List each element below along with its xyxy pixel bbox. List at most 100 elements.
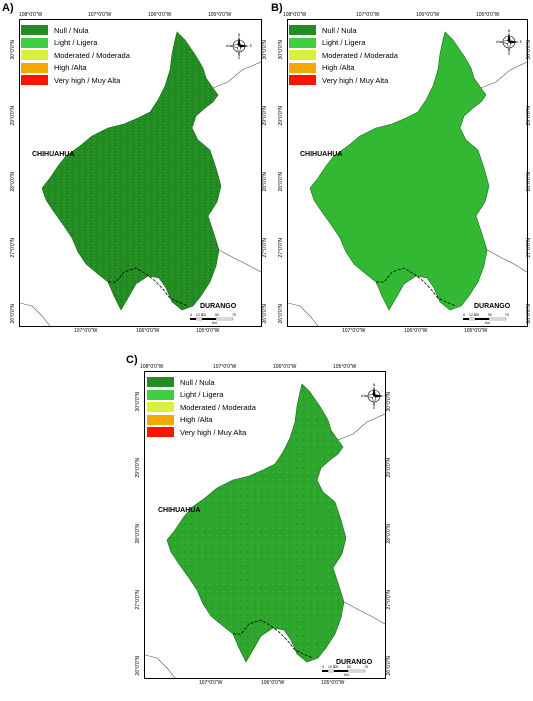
legend-swatch [289, 25, 316, 36]
lat-tick: 27°0'0"N [386, 590, 392, 610]
legend-swatch [21, 75, 48, 86]
state-border [233, 619, 314, 659]
scale-bar: 0 12.5 25 50 75 Km [463, 313, 509, 325]
legend-label: Light / Ligera [54, 38, 98, 48]
scale-tick: 12.5 [469, 313, 476, 317]
lat-tick: 26°0'0"N [278, 304, 284, 324]
lat-tick: 26°0'0"N [526, 304, 532, 324]
legend-label: Very high / Muy Alta [180, 427, 247, 437]
legend-item: Moderated / Moderada [289, 49, 398, 62]
legend-swatch [289, 75, 316, 86]
legend-swatch [289, 37, 316, 48]
legend-label: Null / Nula [54, 25, 89, 35]
compass-rose-icon: N S W E [496, 29, 522, 55]
legend-swatch [147, 402, 174, 413]
top-tick: 105°0'0"W [208, 12, 232, 18]
lat-tick: 26°0'0"N [262, 304, 268, 324]
compass-rose-icon: N S W E [361, 383, 387, 409]
lat-tick: 28°0'0"N [386, 524, 392, 544]
compass-n: N [508, 29, 511, 33]
legend-item: Null / Nula [21, 24, 130, 37]
state-border [376, 267, 457, 307]
lat-tick: 30°0'0"N [278, 40, 284, 60]
top-tick: 108°0'0"W [140, 364, 164, 370]
outer-line [486, 249, 527, 273]
top-tick: 108°0'0"W [283, 12, 307, 18]
legend-swatch [147, 389, 174, 400]
scale-tick: 0 [322, 665, 324, 669]
legend-b: Null / Nula Light / Ligera Moderated / M… [289, 24, 398, 87]
compass-rose-icon: N S W E [226, 33, 252, 59]
lat-tick: 29°0'0"N [526, 106, 532, 126]
legend-item: Light / Ligera [147, 389, 256, 402]
top-tick: 108°0'0"W [19, 12, 43, 18]
legend-swatch [147, 414, 174, 425]
map-panel-c [144, 371, 386, 679]
outer-line [218, 249, 261, 273]
lat-tick: 27°0'0"N [526, 238, 532, 258]
scale-tick: 12.5 [328, 665, 335, 669]
bottom-tick: 106°0'0"W [404, 328, 428, 334]
map-panel-b [287, 19, 528, 327]
legend-label: High /Alta [54, 63, 87, 73]
legend-a: Null / Nula Light / Ligera Moderated / M… [21, 24, 130, 87]
compass-n: N [238, 33, 241, 37]
legend-swatch [21, 50, 48, 61]
bottom-tick: 106°0'0"W [261, 680, 285, 686]
lat-tick: 26°0'0"N [10, 304, 16, 324]
bottom-tick: 105°0'0"W [321, 680, 345, 686]
state-label-chihuahua: CHIHUAHUA [300, 151, 343, 158]
legend-label: Light / Ligera [180, 390, 224, 400]
lat-tick: 26°0'0"N [386, 656, 392, 676]
legend-item: Light / Ligera [289, 37, 398, 50]
region-boundary [41, 31, 222, 311]
legend-label: High /Alta [180, 415, 213, 425]
state-label-durango: DURANGO [474, 303, 511, 310]
state-label-chihuahua: CHIHUAHUA [32, 151, 75, 158]
legend-swatch [21, 25, 48, 36]
state-label-durango: DURANGO [336, 659, 373, 666]
legend-label: High /Alta [322, 63, 355, 73]
top-tick: 107°0'0"W [213, 364, 237, 370]
state-border [108, 267, 189, 307]
scale-unit: Km [212, 321, 217, 325]
legend-swatch [289, 62, 316, 73]
outer-line [212, 61, 261, 89]
scale-tick: 25 [334, 665, 338, 669]
region-boundary [309, 31, 490, 311]
outer-line [145, 654, 176, 678]
map-canvas-a [20, 31, 261, 326]
top-tick: 107°0'0"W [88, 12, 112, 18]
legend-label: Moderated / Moderada [54, 50, 130, 60]
lat-tick: 30°0'0"N [10, 40, 16, 60]
top-tick: 107°0'0"W [356, 12, 380, 18]
state-label-chihuahua: CHIHUAHUA [158, 507, 201, 514]
outer-line [288, 302, 319, 326]
compass-w: W [226, 44, 229, 48]
outer-line [480, 61, 527, 89]
top-tick: 105°0'0"W [476, 12, 500, 18]
legend-item: Null / Nula [147, 376, 256, 389]
legend-item: Moderated / Moderada [21, 49, 130, 62]
lat-tick: 27°0'0"N [10, 238, 16, 258]
bottom-tick: 107°0'0"W [342, 328, 366, 334]
outer-line [337, 413, 385, 441]
scale-tick: 25 [202, 313, 206, 317]
legend-swatch [147, 427, 174, 438]
legend-item: Moderated / Moderada [147, 401, 256, 414]
legend-label: Light / Ligera [322, 38, 366, 48]
bottom-tick: 107°0'0"W [199, 680, 223, 686]
legend-label: Very high / Muy Alta [54, 75, 121, 85]
outer-line [343, 601, 385, 625]
bottom-tick: 105°0'0"W [464, 328, 488, 334]
bottom-tick: 105°0'0"W [196, 328, 220, 334]
legend-swatch [147, 377, 174, 388]
scale-tick: 75 [364, 665, 368, 669]
outer-line [20, 302, 51, 326]
compass-e: E [250, 44, 252, 48]
map-panel-a [19, 19, 262, 327]
state-label-durango: DURANGO [200, 303, 237, 310]
scale-tick: 0 [463, 313, 465, 317]
legend-label: Moderated / Moderada [322, 50, 398, 60]
legend-item: Very high / Muy Alta [21, 74, 130, 87]
